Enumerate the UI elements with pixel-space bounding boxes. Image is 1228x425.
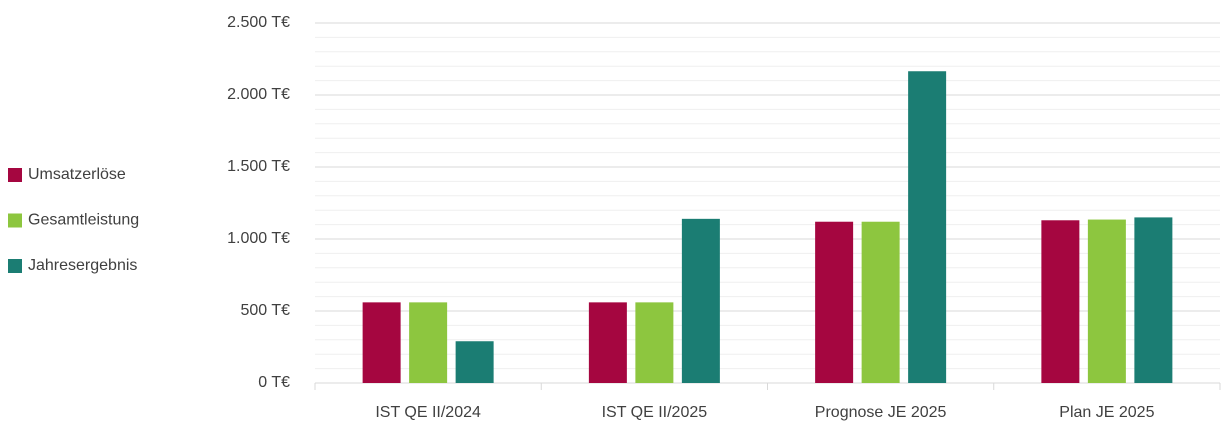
bar (815, 221, 854, 383)
y-tick-label: 1.500 T€ (227, 158, 290, 175)
bar (635, 302, 674, 383)
bar (1087, 219, 1126, 383)
y-tick-label: 1.000 T€ (227, 230, 290, 247)
legend-swatch (8, 168, 22, 182)
y-tick-label: 0 T€ (258, 374, 290, 391)
legend-label: Jahresergebnis (28, 257, 137, 274)
bar (1041, 220, 1080, 383)
bar (861, 221, 900, 383)
x-tick-label: Prognose JE 2025 (815, 404, 947, 421)
bar (362, 302, 401, 383)
bar (455, 341, 494, 383)
bar (409, 302, 448, 383)
y-tick-label: 2.000 T€ (227, 86, 290, 103)
legend-label: Umsatzerlöse (28, 166, 126, 183)
legend-swatch (8, 213, 22, 228)
x-tick-label: IST QE II/2025 (602, 404, 708, 421)
bar (908, 71, 947, 384)
x-tick-label: Plan JE 2025 (1059, 404, 1154, 421)
bar (681, 218, 720, 383)
bar (1134, 217, 1173, 383)
x-tick-label: IST QE II/2024 (375, 404, 481, 421)
y-tick-label: 2.500 T€ (227, 14, 290, 31)
bar (588, 302, 627, 383)
y-tick-label: 500 T€ (240, 302, 290, 319)
legend-swatch (8, 259, 22, 273)
legend-label: Gesamtleistung (28, 212, 139, 229)
